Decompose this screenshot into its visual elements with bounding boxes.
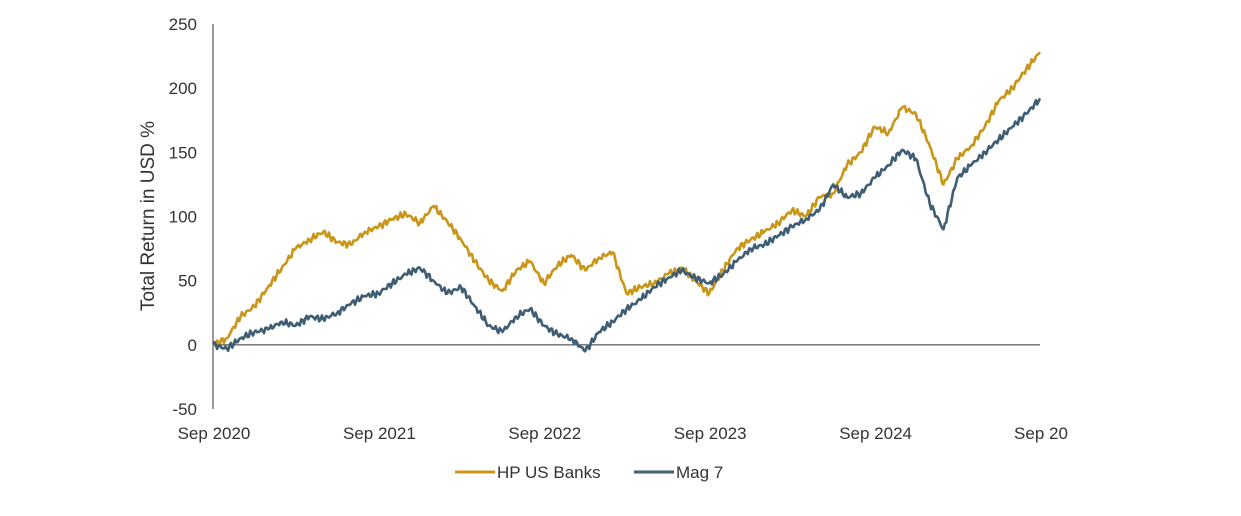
x-tick-label: Sep 2023: [674, 424, 747, 443]
x-tick-label: Sep 2022: [508, 424, 581, 443]
y-tick-label: 150: [169, 143, 197, 162]
y-tick-label: 50: [178, 272, 197, 291]
legend-label: Mag 7: [676, 463, 723, 482]
legend: HP US Banks Mag 7: [455, 463, 723, 482]
x-axis: Sep 2020 Sep 2021 Sep 2022 Sep 2023 Sep 2024…: [178, 424, 1068, 443]
series-line-mag-7: [211, 97, 1042, 353]
y-axis-title: Total Return in USD %: [138, 121, 159, 311]
x-tick-label: Sep 2020: [178, 424, 251, 443]
x-tick-label: Sep 20: [1014, 424, 1068, 443]
y-tick-label: 250: [169, 15, 197, 34]
y-tick-label: 100: [169, 208, 197, 227]
legend-label: HP US Banks: [497, 463, 601, 482]
x-tick-label: Sep 2021: [343, 424, 416, 443]
x-tick-label: Sep 2024: [839, 424, 912, 443]
series-group: [211, 51, 1042, 353]
y-tick-label: -50: [172, 400, 197, 419]
y-tick-label: 200: [169, 79, 197, 98]
y-tick-label: 0: [188, 336, 197, 355]
y-axis: -50 0 50 100 150 200 250: [169, 15, 214, 419]
series-line-hp-us-banks: [212, 51, 1041, 347]
